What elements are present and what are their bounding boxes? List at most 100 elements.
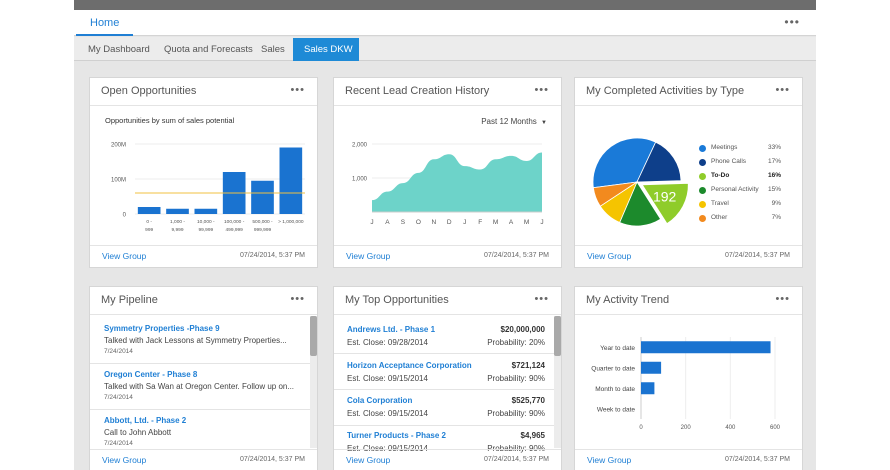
more-dots-icon[interactable]: ••• (784, 15, 800, 29)
card-header: Open Opportunities ••• (90, 78, 317, 106)
opportunity-name[interactable]: Andrews Ltd. - Phase 1 (347, 325, 436, 334)
legend-label: Phone Calls (711, 158, 747, 165)
opportunity-probability: Probability: 90% (487, 409, 545, 418)
pipeline-item[interactable]: Oregon Center - Phase 8 Talked with Sa W… (90, 370, 312, 401)
card-header: My Pipeline ••• (90, 287, 317, 315)
x-tick-label: > 1,000,000 (278, 219, 304, 225)
scrollbar[interactable] (310, 316, 317, 448)
tab-home[interactable]: Home (76, 10, 134, 36)
y-tick-label: Week to date (597, 406, 636, 413)
pipeline-item-title[interactable]: Abbott, Ltd. - Phase 2 (104, 416, 187, 425)
timestamp: 07/24/2014, 5:37 PM (725, 252, 790, 259)
bar (279, 147, 303, 214)
legend-swatch (699, 145, 706, 152)
x-tick-label: 200 (681, 425, 692, 431)
dashboard-tabs: My Dashboard Quota and Forecasts Sales S… (74, 37, 816, 61)
pipeline-item-date: 7/24/2014 (104, 440, 133, 447)
view-group-link[interactable]: View Group (587, 251, 632, 261)
card-header: My Completed Activities by Type ••• (575, 78, 802, 106)
x-tick-label: 600 (770, 425, 781, 431)
tab-sales[interactable]: Sales (261, 44, 285, 55)
timestamp: 07/24/2014, 5:37 PM (725, 456, 790, 463)
card-footer: View Group 07/24/2014, 5:37 PM (334, 245, 561, 267)
x-tick-label: M (493, 219, 498, 226)
pipeline-item-title[interactable]: Symmetry Properties -Phase 9 (104, 324, 220, 333)
bar (641, 382, 655, 395)
scrollbar[interactable] (554, 316, 561, 448)
divider (90, 363, 311, 364)
scrollbar-thumb[interactable] (554, 316, 561, 356)
x-tick-label: 999,999 (254, 227, 272, 233)
x-tick-label: D (447, 219, 452, 226)
y-tick-label: Year to date (600, 345, 635, 352)
card-menu-icon[interactable]: ••• (775, 84, 790, 96)
bar (641, 361, 662, 374)
x-tick-label: 1,000 - (170, 219, 185, 225)
view-group-link[interactable]: View Group (102, 251, 147, 261)
x-tick-label: J (463, 219, 466, 226)
timestamp: 07/24/2014, 5:37 PM (240, 252, 305, 259)
bar (194, 208, 218, 214)
divider (90, 409, 311, 410)
y-tick-label: 2,000 (352, 143, 368, 149)
bar (137, 207, 161, 214)
opportunity-amount: $4,965 (520, 431, 545, 440)
y-tick-label: 0 (123, 213, 127, 219)
card-menu-icon[interactable]: ••• (775, 293, 790, 305)
x-tick-label: 999 (145, 227, 153, 233)
opportunity-name[interactable]: Horizon Acceptance Corporation (347, 361, 472, 370)
opportunity-probability: Probability: 90% (487, 374, 545, 383)
activity-trend-bar-chart: 0 200 400 600 Year to date Quarter to date Mon… (591, 337, 781, 431)
pipeline-item[interactable]: Symmetry Properties -Phase 9 Talked with… (90, 324, 312, 355)
bar (641, 341, 771, 354)
legend-item: Phone Calls 17% (699, 158, 781, 168)
card-menu-icon[interactable]: ••• (290, 84, 305, 96)
x-tick-label: 99,999 (198, 227, 213, 233)
view-group-link[interactable]: View Group (346, 251, 391, 261)
legend-swatch (699, 187, 706, 194)
period-dropdown[interactable]: Past 12 Months ▼ (481, 117, 547, 126)
opportunities-bar-chart: 0 100M 200M 0 - 999 1,000 - 9,999 10,000 - 99,99… (111, 143, 305, 233)
opportunity-name[interactable]: Cola Corporation (347, 396, 413, 405)
pie-center-value: 192 (653, 189, 677, 205)
view-group-link[interactable]: View Group (587, 455, 632, 465)
legend-percent: 7% (771, 214, 781, 221)
timestamp: 07/24/2014, 5:37 PM (484, 252, 549, 259)
pipeline-item[interactable]: Abbott, Ltd. - Phase 2 Call to John Abbo… (90, 416, 312, 447)
open-opportunities-card: Open Opportunities ••• Opportunities by … (89, 77, 318, 268)
legend-swatch (699, 201, 706, 208)
opportunity-close-date: Est. Close: 09/15/2014 (347, 374, 428, 383)
x-tick-label: F (478, 219, 482, 226)
card-footer: View Group 07/24/2014, 5:37 PM (90, 245, 317, 267)
y-tick-label: 1,000 (352, 177, 368, 183)
top-opportunities-card: My Top Opportunities ••• Andrews Ltd. - … (333, 286, 562, 470)
pipeline-item-title[interactable]: Oregon Center - Phase 8 (104, 370, 198, 379)
card-header: My Activity Trend ••• (575, 287, 802, 315)
card-menu-icon[interactable]: ••• (534, 84, 549, 96)
scrollbar-thumb[interactable] (310, 316, 317, 356)
opportunity-name[interactable]: Turner Products - Phase 2 (347, 431, 446, 440)
card-menu-icon[interactable]: ••• (290, 293, 305, 305)
activity-trend-card: My Activity Trend ••• 0 200 400 600 Year to … (574, 286, 803, 470)
view-group-link[interactable]: View Group (102, 455, 147, 465)
pie-slice (592, 181, 638, 207)
x-tick-label: A (385, 219, 390, 226)
card-title: My Top Opportunities (345, 294, 449, 306)
legend-swatch (699, 159, 706, 166)
window-top-strip (74, 0, 816, 10)
tab-sales-dkw[interactable]: Sales DKW (293, 38, 359, 61)
tab-my-dashboard[interactable]: My Dashboard (88, 44, 150, 55)
view-group-link[interactable]: View Group (346, 455, 391, 465)
lead-area-chart: 2,000 1,000 J A S O N D J F M A M J (352, 143, 544, 227)
pipeline-item-date: 7/24/2014 (104, 348, 133, 355)
card-menu-icon[interactable]: ••• (534, 293, 549, 305)
x-tick-label: 500,000 - (252, 219, 273, 225)
opportunity-amount: $721,124 (511, 361, 545, 370)
tab-quota-and-forecasts[interactable]: Quota and Forecasts (164, 44, 253, 55)
divider (334, 353, 555, 354)
legend-item: Personal Activity 15% (699, 186, 781, 196)
card-header: Recent Lead Creation History ••• (334, 78, 561, 106)
legend-item: To-Do 16% (699, 172, 781, 182)
opportunity-probability: Probability: 20% (487, 338, 545, 347)
x-tick-label: A (509, 219, 514, 226)
